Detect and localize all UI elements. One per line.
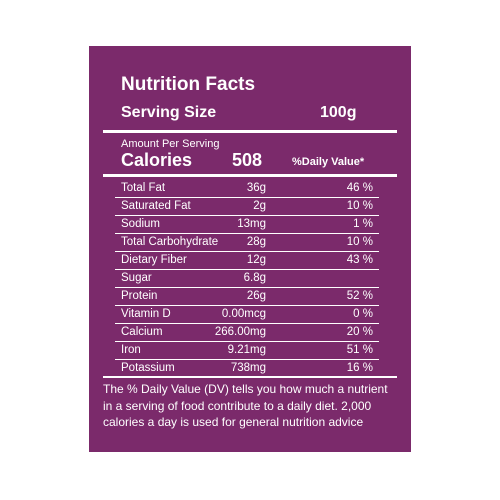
rule (103, 174, 397, 177)
nutrient-name: Potassium (121, 362, 175, 374)
nutrient-amount: 0.00mcg (221, 308, 266, 320)
nutrient-name: Total Carbohydrate (121, 236, 219, 248)
nutrient-amount: 13mg (237, 218, 266, 230)
nutrition-panel: Nutrition Facts Serving Size 100g Amount… (89, 46, 411, 452)
nutrient-table: Total Fat 36g 46 % Saturated Fat 2g 10 % Sodiu… (115, 180, 379, 378)
nutrient-amount: 36g (246, 182, 266, 194)
daily-value: 10 % (346, 236, 373, 248)
nutrient-amount: 738mg (230, 362, 266, 374)
nutrient-row: Vitamin D 0.00mcg 0 % (115, 306, 379, 324)
daily-value: 20 % (346, 326, 373, 338)
calories-label: Calories (121, 150, 193, 170)
nutrient-amount: 6.8g (243, 272, 266, 284)
daily-value: 1 % (353, 218, 373, 230)
nutrient-amount: 28g (246, 236, 266, 248)
nutrient-name: Total Fat (121, 182, 166, 194)
nutrient-row: Iron 9.21mg 51 % (115, 342, 379, 360)
nutrient-name: Sugar (121, 272, 152, 284)
nutrient-row: Saturated Fat 2g 10 % (115, 198, 379, 216)
nutrient-name: Sodium (121, 218, 160, 230)
nutrient-amount: 12g (246, 254, 266, 266)
calories-value: 508 (232, 150, 263, 170)
daily-value: 0 % (353, 308, 373, 320)
nutrient-name: Protein (121, 290, 158, 302)
daily-value: 10 % (346, 200, 373, 212)
title: Nutrition Facts (121, 74, 256, 95)
daily-value: 52 % (346, 290, 373, 302)
nutrient-name: Vitamin D (121, 308, 171, 320)
nutrient-row: Calcium 266.00mg 20 % (115, 324, 379, 342)
serving-label: Serving Size (121, 104, 217, 121)
nutrient-row: Total Carbohydrate 28g 10 % (115, 234, 379, 252)
nutrient-row: Total Fat 36g 46 % (115, 180, 379, 198)
footnote-line: The % Daily Value (DV) tells you how muc… (103, 382, 388, 396)
footnote-line: in a serving of food contribute to a dai… (103, 398, 372, 413)
daily-value: 51 % (346, 344, 373, 356)
serving-value: 100g (320, 104, 357, 121)
nutrient-row: Dietary Fiber 12g 43 % (115, 252, 379, 270)
rule (103, 130, 397, 133)
nutrient-row: Sodium 13mg 1 % (115, 216, 379, 234)
nutrient-amount: 9.21mg (227, 344, 266, 356)
rule (103, 376, 397, 378)
nutrient-row: Protein 26g 52 % (115, 288, 379, 306)
footnote-line: calories a day is used for general nutri… (103, 415, 364, 429)
daily-value: 16 % (346, 362, 373, 374)
nutrient-name: Saturated Fat (121, 200, 191, 212)
nutrient-name: Calcium (121, 326, 163, 338)
dv-label: %Daily Value* (292, 156, 365, 168)
nutrient-amount: 266.00mg (214, 326, 266, 338)
amount-label: Amount Per Serving (121, 138, 220, 150)
daily-value: 46 % (346, 182, 373, 194)
nutrient-amount: 26g (246, 290, 266, 302)
nutrient-amount: 2g (253, 200, 266, 212)
daily-value: 43 % (346, 254, 373, 266)
nutrient-name: Iron (121, 344, 141, 356)
nutrient-row: Sugar 6.8g (115, 270, 379, 288)
nutrient-name: Dietary Fiber (121, 254, 187, 266)
